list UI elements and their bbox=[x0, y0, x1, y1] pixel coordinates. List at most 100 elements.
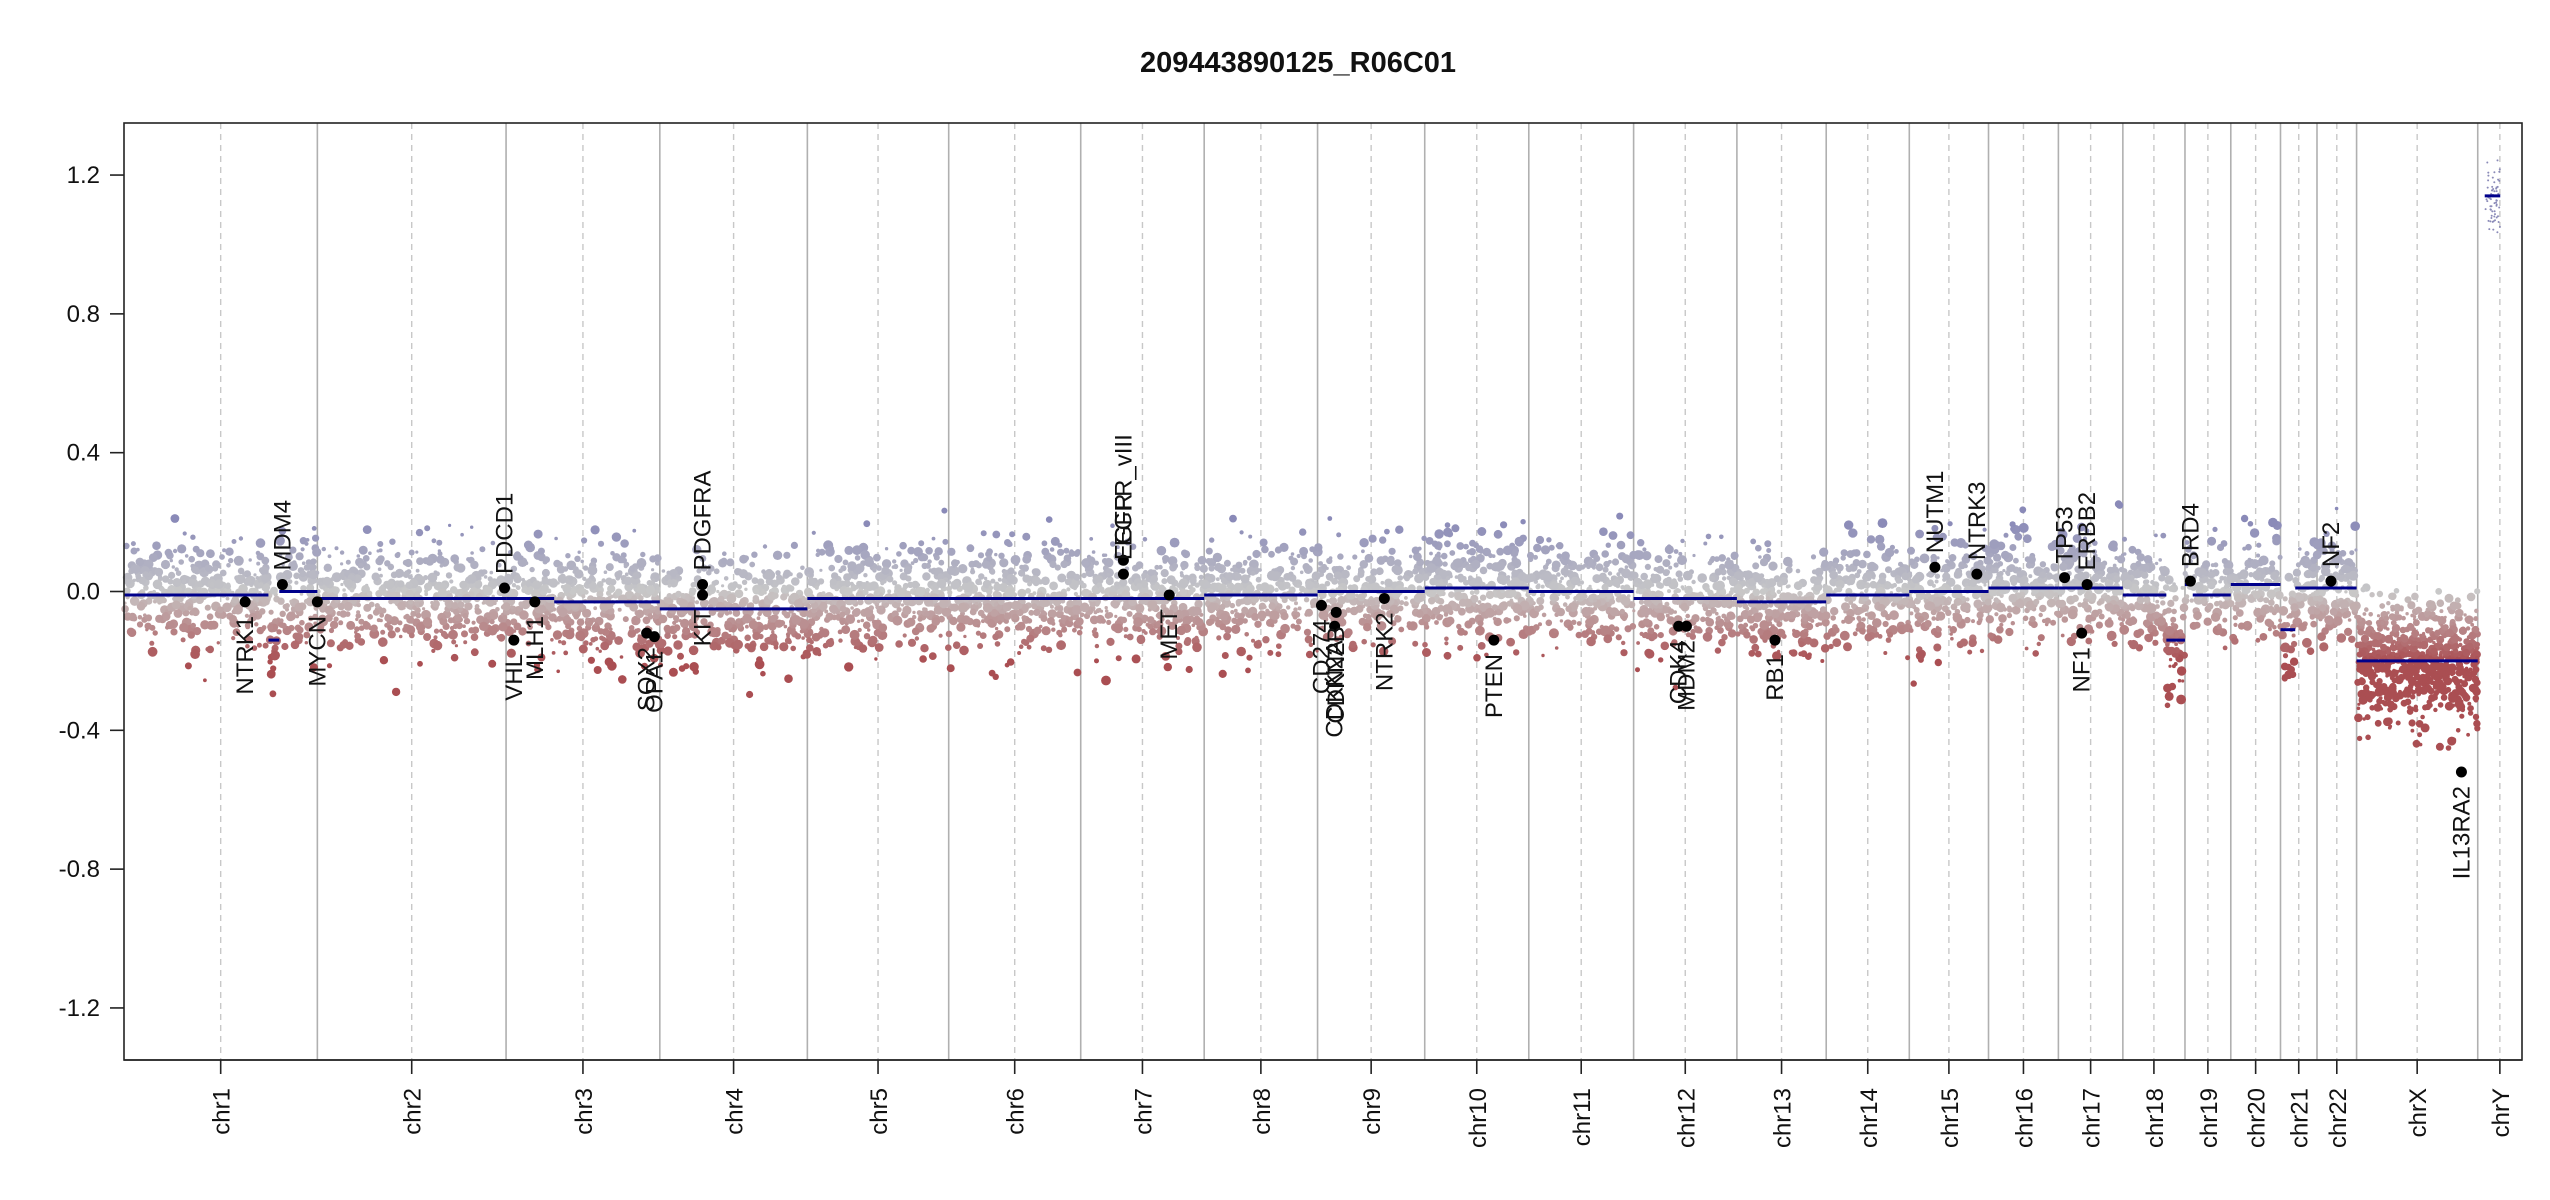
probe-point bbox=[2176, 694, 2187, 705]
probe-point bbox=[1057, 548, 1065, 556]
probe-point bbox=[920, 644, 929, 653]
probe-point bbox=[1464, 620, 1473, 629]
probe-point bbox=[2306, 647, 2315, 655]
probe-point bbox=[597, 628, 605, 635]
probe-point bbox=[2327, 541, 2337, 551]
probe-point bbox=[2239, 571, 2248, 580]
probe-point bbox=[312, 613, 319, 620]
probe-point bbox=[969, 608, 977, 616]
probe-point bbox=[395, 551, 401, 557]
probe-point bbox=[253, 573, 257, 577]
probe-point bbox=[231, 539, 237, 544]
probe-point bbox=[692, 545, 702, 555]
probe-point bbox=[1772, 651, 1782, 661]
probe-point bbox=[1160, 569, 1169, 578]
probe-point bbox=[289, 599, 293, 604]
probe-point bbox=[1595, 563, 1604, 572]
probe-point bbox=[1009, 531, 1016, 538]
probe-point bbox=[913, 547, 923, 557]
probe-point bbox=[1540, 545, 1551, 555]
probe-point bbox=[993, 583, 1002, 592]
probe-point bbox=[1664, 545, 1674, 555]
probe-point bbox=[2214, 600, 2220, 607]
probe-point bbox=[641, 662, 648, 670]
probe-point bbox=[362, 525, 372, 534]
probe-point bbox=[1437, 588, 1444, 596]
probe-point bbox=[1665, 580, 1669, 584]
probe-point bbox=[1615, 596, 1622, 603]
probe-point bbox=[1021, 615, 1027, 621]
probe-point bbox=[1358, 606, 1362, 611]
probe-point bbox=[2167, 599, 2175, 608]
probe-point bbox=[510, 565, 518, 572]
probe-point bbox=[523, 540, 533, 550]
probe-point bbox=[752, 595, 759, 602]
probe-point bbox=[1223, 632, 1231, 641]
probe-point bbox=[1208, 602, 1217, 611]
probe-point bbox=[838, 568, 843, 574]
probe-point bbox=[627, 629, 636, 638]
probe-point bbox=[1616, 512, 1624, 520]
probe-point bbox=[190, 534, 196, 540]
probe-point bbox=[2154, 533, 2158, 538]
probe-point bbox=[1066, 587, 1071, 592]
probe-point bbox=[746, 690, 754, 699]
probe-point bbox=[1299, 570, 1304, 575]
probe-point bbox=[1985, 615, 1995, 624]
probe-point bbox=[1654, 555, 1663, 564]
probe-point bbox=[2089, 629, 2095, 634]
probe-point bbox=[1047, 617, 1055, 625]
probe-point bbox=[2010, 579, 2018, 586]
probe-point bbox=[2041, 618, 2047, 624]
probe-point bbox=[1840, 555, 1846, 561]
probe-point bbox=[663, 646, 673, 656]
probe-point bbox=[831, 572, 839, 580]
probe-point bbox=[295, 552, 304, 561]
probe-point bbox=[1206, 618, 1214, 627]
probe-point bbox=[637, 585, 646, 594]
probe-point bbox=[323, 563, 332, 572]
probe-point bbox=[2334, 506, 2339, 511]
probe-point bbox=[1283, 573, 1292, 581]
probe-point bbox=[2170, 616, 2177, 623]
probe-point bbox=[607, 584, 616, 594]
probe-point bbox=[2082, 536, 2088, 541]
probe-point bbox=[1714, 568, 1723, 576]
probe-point bbox=[2241, 584, 2251, 595]
probe-point bbox=[1682, 570, 1693, 581]
probe-point bbox=[432, 600, 440, 608]
probe-point bbox=[1856, 607, 1864, 614]
probe-point bbox=[1624, 565, 1629, 569]
probe-point bbox=[2104, 618, 2114, 628]
probe-point bbox=[1395, 525, 1404, 534]
probe-point bbox=[1748, 650, 1756, 657]
probe-point bbox=[1621, 615, 1628, 622]
probe-point bbox=[2160, 600, 2166, 606]
probe-point bbox=[300, 547, 305, 552]
probe-point bbox=[1655, 567, 1661, 573]
probe-point bbox=[338, 620, 344, 626]
probe-point bbox=[1256, 639, 1261, 644]
probe-point bbox=[1554, 646, 1559, 650]
probe-point bbox=[255, 538, 266, 548]
probe-point bbox=[2189, 598, 2194, 603]
probe-point bbox=[1877, 518, 1888, 528]
probe-point bbox=[424, 589, 429, 594]
probe-point bbox=[1798, 641, 1805, 648]
probe-point bbox=[1864, 588, 1869, 594]
probe-point bbox=[1018, 644, 1024, 649]
probe-point bbox=[593, 606, 598, 611]
probe-point bbox=[1327, 516, 1333, 521]
probe-point bbox=[552, 630, 563, 640]
probe-point bbox=[1770, 590, 1776, 596]
probe-point bbox=[818, 548, 826, 556]
probe-point bbox=[842, 559, 849, 566]
probe-point bbox=[829, 578, 837, 586]
probe-point bbox=[1257, 610, 1267, 620]
probe-point bbox=[1758, 594, 1765, 601]
probe-point bbox=[192, 545, 200, 553]
probe-point bbox=[1936, 611, 1946, 621]
probe-point bbox=[184, 662, 192, 670]
probe-point bbox=[497, 562, 502, 568]
probe-point bbox=[1650, 574, 1659, 583]
